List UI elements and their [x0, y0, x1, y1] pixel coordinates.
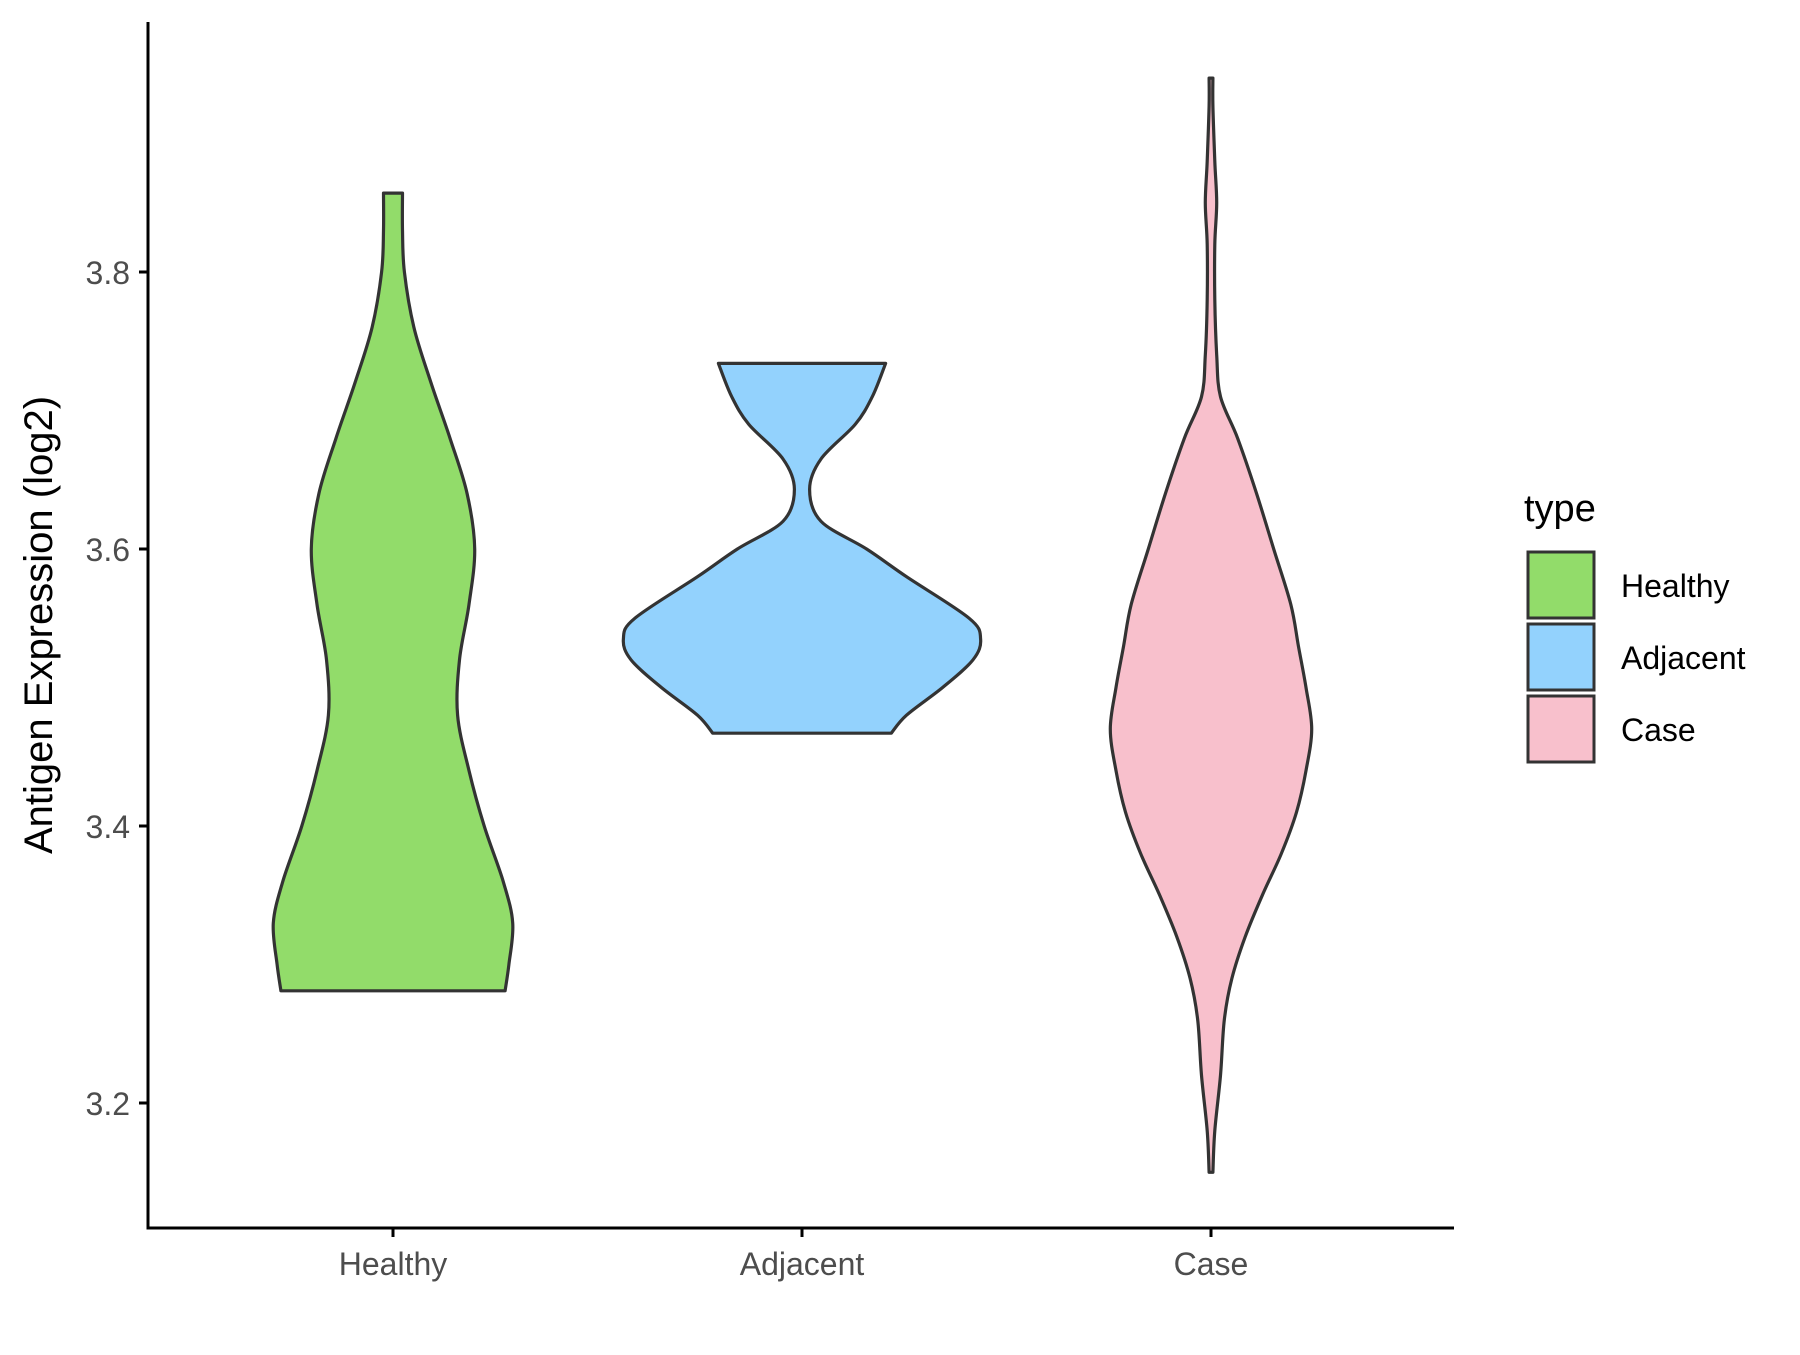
y-tick-label: 3.6 [86, 532, 130, 568]
legend-key-case [1526, 694, 1596, 764]
y-ticks: 3.2 3.4 3.6 3.8 [86, 255, 148, 1122]
legend: type Healthy Adjacent Case [1524, 488, 1746, 764]
legend-label-case: Case [1621, 712, 1696, 748]
legend-key-adjacent [1526, 622, 1596, 692]
y-tick-label: 3.8 [86, 255, 130, 291]
violin-case [1108, 76, 1314, 1174]
violins-group [271, 76, 1314, 1174]
legend-items: Healthy Adjacent Case [1526, 550, 1746, 764]
legend-key-healthy [1526, 550, 1596, 620]
axes-group: 3.2 3.4 3.6 3.8 Healthy Adjacent Case Antigen… [17, 22, 1454, 1282]
x-ticks: Healthy Adjacent Case [339, 1228, 1249, 1282]
legend-label-healthy: Healthy [1621, 568, 1730, 604]
y-axis-title: Antigen Expression (log2) [17, 396, 61, 854]
x-tick-label: Case [1174, 1246, 1249, 1282]
y-tick-label: 3.2 [86, 1086, 130, 1122]
legend-label-adjacent: Adjacent [1621, 640, 1746, 676]
violin-adjacent [621, 361, 983, 735]
x-tick-label: Adjacent [740, 1246, 865, 1282]
y-tick-label: 3.4 [86, 809, 130, 845]
x-tick-label: Healthy [339, 1246, 448, 1282]
violin-healthy [271, 191, 515, 993]
legend-title: type [1524, 488, 1596, 530]
